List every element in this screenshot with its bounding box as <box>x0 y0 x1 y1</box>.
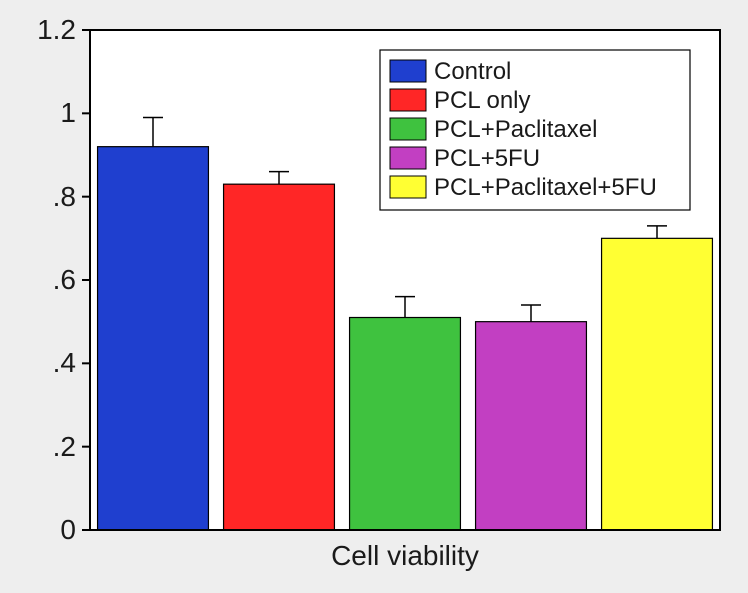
bar <box>602 238 713 530</box>
legend-swatch <box>390 118 426 140</box>
y-tick-label: .8 <box>53 181 76 213</box>
legend-label: PCL+Paclitaxel+5FU <box>434 174 657 202</box>
y-tick-label: .2 <box>53 431 76 463</box>
y-tick-label: 1.2 <box>37 14 76 46</box>
legend-swatch <box>390 147 426 169</box>
bar <box>476 322 587 530</box>
legend-label: PCL+Paclitaxel <box>434 116 597 144</box>
y-tick-label: 1 <box>60 97 76 129</box>
bar <box>224 184 335 530</box>
legend-label: Control <box>434 58 511 86</box>
legend-swatch <box>390 89 426 111</box>
legend-swatch <box>390 60 426 82</box>
y-tick-label: .4 <box>53 347 76 379</box>
y-tick-label: 0 <box>60 514 76 546</box>
y-tick-label: .6 <box>53 264 76 296</box>
legend-label: PCL+5FU <box>434 145 540 173</box>
x-axis-label: Cell viability <box>285 540 525 572</box>
legend-label: PCL only <box>434 87 531 115</box>
bar <box>98 147 209 530</box>
bar <box>350 318 461 531</box>
legend-swatch <box>390 176 426 198</box>
